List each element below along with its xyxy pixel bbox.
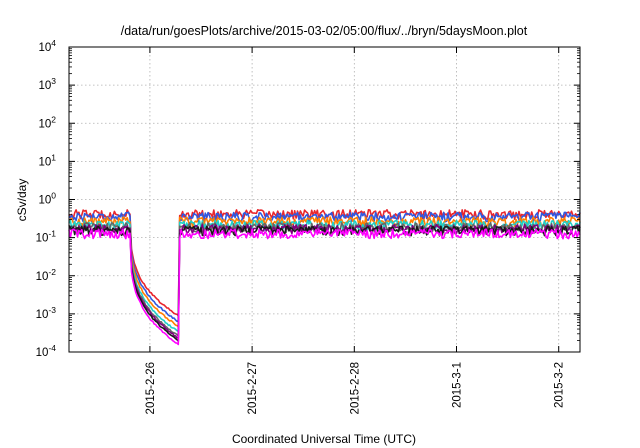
series-line (68, 228, 581, 346)
series-group (68, 209, 581, 346)
x-axis-label: Coordinated Universal Time (UTC) (232, 432, 416, 446)
y-tick-label: 10-2 (36, 267, 57, 283)
series-line (68, 222, 581, 338)
y-tick-label: 10-1 (36, 229, 57, 245)
y-tick-label: 10-4 (36, 343, 57, 359)
y-tick-label: 100 (38, 191, 56, 207)
x-tick-label: 2015-3-1 (452, 362, 464, 408)
y-axis-label: cSv/day (15, 179, 29, 222)
y-axis: 10-4 10-3 10-2 10-1 100 101 102 103 104 (36, 38, 580, 359)
grid (69, 47, 580, 352)
series-line (68, 224, 581, 339)
x-tick-label: 2015-2-26 (145, 362, 157, 414)
y-tick-label: 103 (38, 76, 56, 92)
y-tick-label: 10-3 (36, 305, 57, 321)
series-line (68, 216, 581, 328)
y-tick-label: 104 (38, 38, 56, 54)
x-tick-label: 2015-2-28 (349, 362, 361, 414)
x-axis: 2015-2-26 2015-2-27 2015-2-28 2015-3-1 2015-… (145, 47, 566, 414)
y-tick-label: 102 (38, 114, 56, 130)
x-tick-label: 2015-3-2 (554, 362, 566, 408)
series-line (68, 225, 581, 343)
y-tick-label: 101 (38, 152, 56, 168)
x-tick-label: 2015-2-27 (247, 362, 259, 414)
chart-title: /data/run/goesPlots/archive/2015-03-02/0… (121, 24, 528, 38)
